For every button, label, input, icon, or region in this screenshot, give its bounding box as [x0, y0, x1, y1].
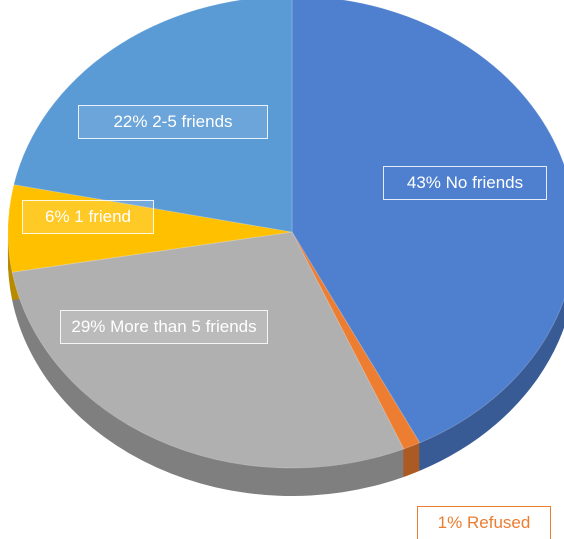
data-label: 22% 2-5 friends	[78, 105, 268, 139]
slice	[13, 0, 293, 233]
category-label: More than 5 friends	[110, 317, 257, 336]
slice	[291, 231, 421, 450]
data-label: 6% 1 friend	[22, 200, 154, 234]
category-label: 1 friend	[74, 207, 131, 226]
slice	[7, 184, 293, 273]
value-label: 6%	[44, 207, 70, 226]
data-label: 43% No friends	[383, 166, 547, 200]
value-label: 29%	[71, 317, 106, 336]
data-label: 29% More than 5 friends	[60, 310, 268, 344]
category-label: No friends	[445, 173, 524, 192]
value-label: 1%	[437, 513, 463, 532]
category-label: 2-5 friends	[152, 112, 233, 131]
data-label: 1% Refused	[417, 506, 551, 539]
value-label: 22%	[113, 112, 148, 131]
pie-top	[7, 0, 564, 469]
value-label: 43%	[406, 173, 441, 192]
slice	[11, 231, 405, 469]
category-label: Refused	[466, 513, 531, 532]
slice	[291, 0, 564, 444]
